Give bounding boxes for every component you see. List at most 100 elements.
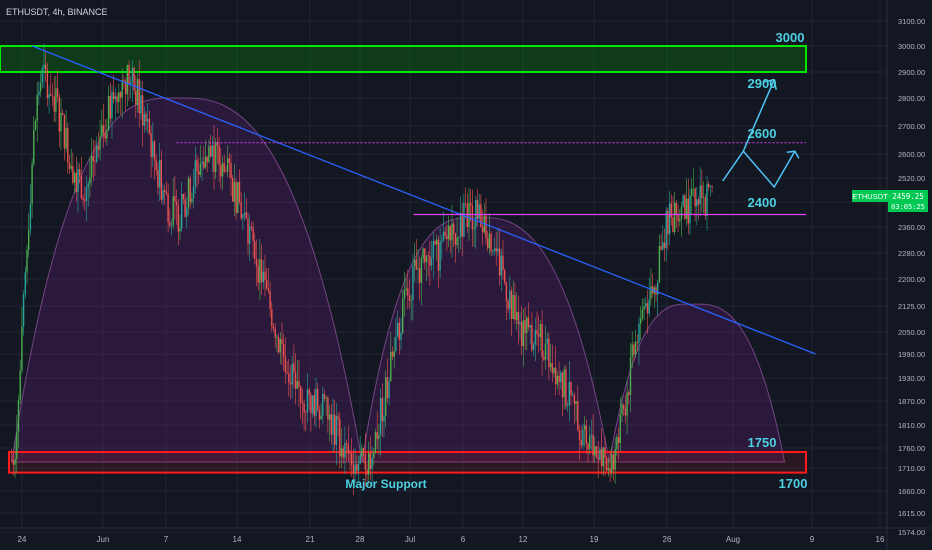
candle-body bbox=[150, 133, 152, 157]
candle-body bbox=[345, 443, 348, 445]
candle-body bbox=[526, 317, 528, 334]
candle-body bbox=[33, 129, 35, 164]
candle-body bbox=[709, 186, 712, 187]
price-tick-label: 1990.00 bbox=[898, 350, 925, 359]
candle-body bbox=[502, 255, 504, 271]
time-tick-label: 24 bbox=[18, 535, 27, 544]
candle-body bbox=[509, 290, 511, 309]
candle-body bbox=[590, 434, 593, 437]
candle-body bbox=[318, 409, 321, 420]
candle-body bbox=[31, 163, 33, 205]
candle-body bbox=[514, 295, 516, 320]
arrow-head-2600 bbox=[786, 150, 800, 159]
candle-body bbox=[218, 145, 220, 165]
candle-body bbox=[614, 449, 616, 470]
candle-body bbox=[622, 405, 625, 409]
candle-body bbox=[519, 321, 521, 325]
candle-body bbox=[602, 447, 604, 467]
candle-body bbox=[265, 279, 268, 289]
candle-body bbox=[677, 214, 679, 222]
candle-body bbox=[493, 248, 496, 251]
candle-body bbox=[143, 113, 145, 126]
candle-body bbox=[704, 197, 706, 217]
candle-body bbox=[97, 145, 100, 150]
candle-body bbox=[119, 92, 122, 98]
candle-body bbox=[432, 240, 434, 259]
candle-body bbox=[175, 201, 178, 206]
candle-body bbox=[323, 393, 326, 399]
candle-body bbox=[160, 159, 162, 200]
candle-body bbox=[449, 225, 451, 241]
arrow-path-2900 bbox=[742, 79, 775, 152]
candle-body bbox=[92, 156, 94, 162]
candle-body bbox=[366, 469, 368, 475]
candle-body bbox=[573, 394, 576, 405]
candle-body bbox=[388, 381, 390, 399]
level-label-1700: 1700 bbox=[779, 476, 808, 491]
candle-body bbox=[684, 195, 686, 219]
arrow-head-2900 bbox=[764, 78, 777, 90]
candle-body bbox=[226, 158, 229, 172]
candle-body bbox=[553, 367, 555, 374]
candle-body bbox=[458, 236, 460, 238]
candle-body bbox=[286, 371, 288, 374]
candle-body bbox=[418, 268, 421, 283]
candle-body bbox=[34, 120, 37, 130]
candle-body bbox=[78, 169, 81, 176]
projection-arrows bbox=[722, 78, 800, 189]
candle-body bbox=[29, 204, 32, 231]
candle-body bbox=[44, 64, 47, 70]
candle-body bbox=[311, 395, 314, 414]
candle-body bbox=[459, 213, 462, 237]
candle-body bbox=[548, 338, 550, 368]
candle-body bbox=[19, 370, 21, 401]
candle-body bbox=[707, 183, 710, 187]
candle-body bbox=[446, 235, 448, 240]
candle-body bbox=[27, 230, 30, 250]
candle-body bbox=[650, 286, 652, 300]
candle-body bbox=[247, 218, 249, 244]
time-axis[interactable]: 24 Jun 7 14 21 28 Jul 6 12 19 26 Aug 9 16 bbox=[18, 535, 885, 544]
candle-body bbox=[180, 193, 183, 229]
candle-body bbox=[645, 303, 647, 307]
time-tick-label: 26 bbox=[663, 535, 672, 544]
candle-body bbox=[544, 343, 547, 360]
candle-body bbox=[384, 377, 387, 416]
candle-body bbox=[585, 425, 587, 444]
candle-body bbox=[153, 141, 156, 160]
candle-body bbox=[262, 271, 264, 283]
candle-body bbox=[492, 250, 494, 252]
candle-body bbox=[471, 205, 474, 230]
candle-body bbox=[633, 344, 635, 355]
candle-body bbox=[356, 464, 358, 471]
price-tick-label: 2600.00 bbox=[898, 150, 925, 159]
candle-body bbox=[679, 219, 681, 222]
candle-body bbox=[711, 186, 713, 187]
candle-body bbox=[223, 163, 225, 172]
candle-body bbox=[24, 272, 26, 295]
candle-body bbox=[609, 468, 611, 473]
candle-body bbox=[383, 415, 385, 422]
candle-body bbox=[208, 146, 210, 163]
candle-body bbox=[529, 325, 531, 328]
candle-body bbox=[571, 394, 574, 396]
time-tick-label: 12 bbox=[519, 535, 528, 544]
candle-body bbox=[196, 160, 198, 172]
candle-body bbox=[242, 214, 244, 219]
candle-body bbox=[668, 203, 671, 235]
candle-body bbox=[439, 242, 441, 271]
candle-body bbox=[220, 164, 222, 177]
candle-body bbox=[327, 397, 329, 420]
candle-body bbox=[631, 344, 633, 358]
candle-body bbox=[354, 464, 356, 474]
candle-body bbox=[162, 189, 164, 200]
candle-body bbox=[597, 457, 599, 460]
candle-body bbox=[582, 429, 584, 446]
candle-body bbox=[390, 351, 392, 382]
price-tick-label: 3000.00 bbox=[898, 42, 925, 51]
candle-body bbox=[271, 309, 273, 327]
candle-body bbox=[152, 141, 154, 157]
candle-body bbox=[303, 403, 305, 413]
candle-body bbox=[524, 320, 526, 334]
